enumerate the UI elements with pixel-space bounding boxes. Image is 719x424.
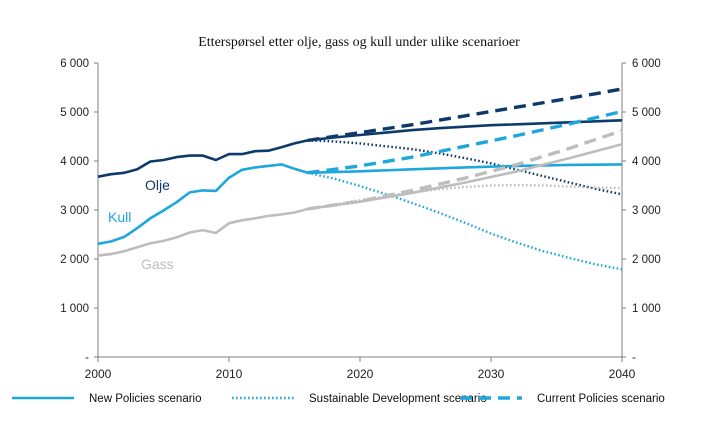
y-tick-label-left: 1 000 [60, 303, 89, 315]
series-line-olje-dotted [307, 139, 623, 196]
y-tick-label-left: 2 000 [60, 254, 89, 266]
y-tick-label-left: 4 000 [60, 156, 89, 168]
series-line-gass-dotted [307, 183, 623, 211]
y-tick-label-right: 1 000 [632, 303, 661, 315]
x-tick-label: 2030 [478, 367, 505, 381]
y-tick-label-right: 4 000 [632, 156, 661, 168]
y-tick-label-right: 2 000 [632, 254, 661, 266]
legend-label-dotted: Sustainable Development scenario [309, 393, 487, 405]
axes: - - 1 000 1 000 2 000 2 000 3 000 3 000 4 000 4 0… [60, 58, 661, 381]
chart-title: Etterspørsel etter olje, gass og kull un… [198, 35, 520, 50]
y-tick-label-left: 6 000 [60, 58, 89, 70]
series-line-kull-dashed [307, 109, 623, 175]
series-line-kull-dotted [307, 171, 623, 271]
series-line-kull-solid [97, 163, 308, 246]
series-line-olje-solid [97, 139, 308, 178]
x-tick-label: 2040 [609, 367, 636, 381]
series-labels: Olje Kull Gass [108, 177, 174, 272]
y-tick-label-right: 6 000 [632, 58, 661, 70]
x-tick-label: 2010 [216, 367, 243, 381]
series-line-gass-solid [307, 143, 623, 211]
y-tick-label-right: - [632, 352, 636, 364]
x-tick-label: 2000 [85, 367, 112, 381]
series-label-kull: Kull [108, 209, 131, 225]
series-line-gass-solid [97, 207, 308, 257]
y-tick-label-right: 3 000 [632, 205, 661, 217]
x-tick-label: 2020 [347, 367, 374, 381]
y-tick-label-left: - [85, 352, 89, 364]
y-tick-label-right: 5 000 [632, 107, 661, 119]
legend-label-dashed: Current Policies scenario [537, 393, 665, 405]
series-line-kull-solid [307, 163, 623, 175]
legend: New Policies scenario Sustainable Develop… [12, 393, 665, 405]
series-label-gass: Gass [141, 256, 174, 272]
legend-label-solid: New Policies scenario [89, 393, 202, 405]
y-tick-label-left: 3 000 [60, 205, 89, 217]
series-line-gass-dashed [307, 128, 623, 211]
series-label-olje: Olje [145, 177, 170, 193]
series-line-olje-dashed [307, 87, 623, 143]
y-tick-label-left: 5 000 [60, 107, 89, 119]
plot-area [97, 87, 623, 271]
